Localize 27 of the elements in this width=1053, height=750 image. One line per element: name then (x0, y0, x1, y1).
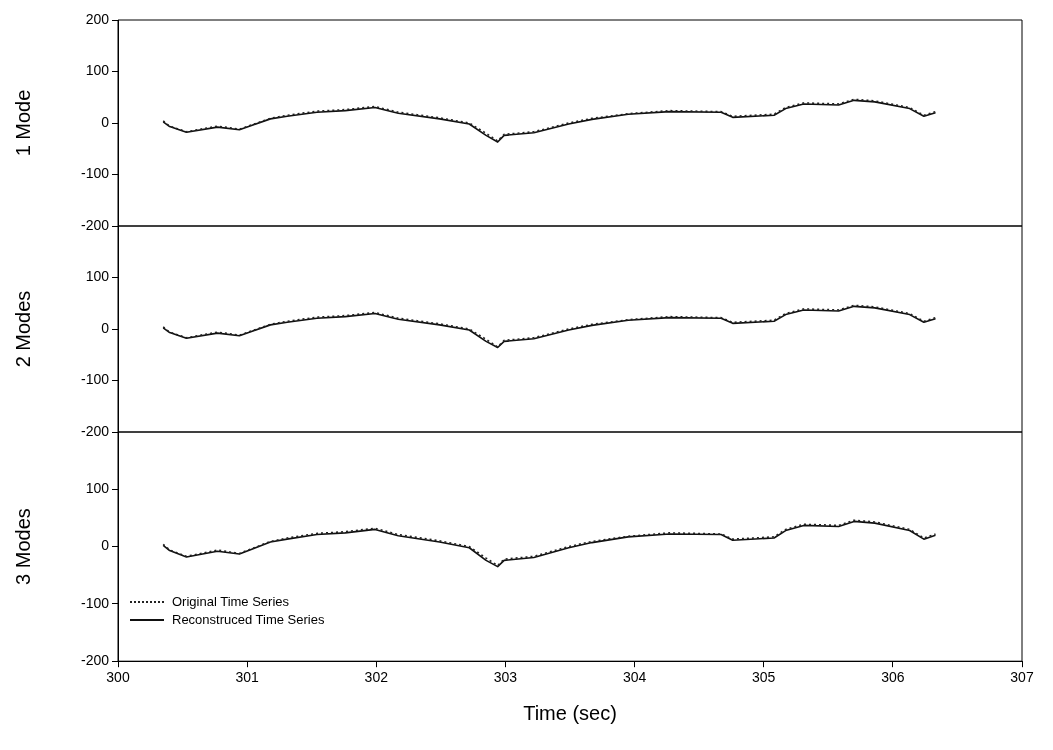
x-tick-label: 303 (493, 669, 518, 686)
y-tick-label: -100 (80, 594, 110, 611)
y-tick-label: 100 (85, 480, 110, 497)
y-tick-label: 100 (85, 268, 110, 285)
x-tick-label: 301 (235, 669, 260, 686)
x-tick-label: 300 (106, 669, 130, 686)
x-tick-label: 305 (752, 669, 776, 686)
y-axis-title: 1 Mode (11, 89, 34, 157)
x-axis-title: Time (sec) (523, 701, 617, 724)
y-tick-label: 200 (85, 10, 110, 27)
legend-label: Original Time Series (172, 594, 290, 609)
y-tick-label: -200 (80, 652, 110, 669)
y-axis-title: 2 Modes (11, 290, 34, 368)
y-tick-label: 0 (101, 319, 110, 336)
y-tick-label: -100 (80, 165, 110, 182)
y-tick-label: -200 (80, 216, 110, 233)
x-tick-label: 304 (622, 669, 647, 686)
x-tick-label: 302 (364, 669, 389, 686)
y-tick-label: -200 (80, 422, 110, 439)
x-tick-label: 307 (1010, 669, 1034, 686)
x-tick-label: 306 (881, 669, 905, 686)
y-axis-title: 3 Modes (11, 508, 34, 585)
y-tick-label: 0 (101, 537, 110, 554)
y-tick-label: 0 (101, 113, 110, 130)
legend-label: Reconstruced Time Series (172, 612, 325, 627)
y-tick-label: 100 (85, 62, 110, 79)
y-tick-label: -100 (80, 371, 110, 388)
